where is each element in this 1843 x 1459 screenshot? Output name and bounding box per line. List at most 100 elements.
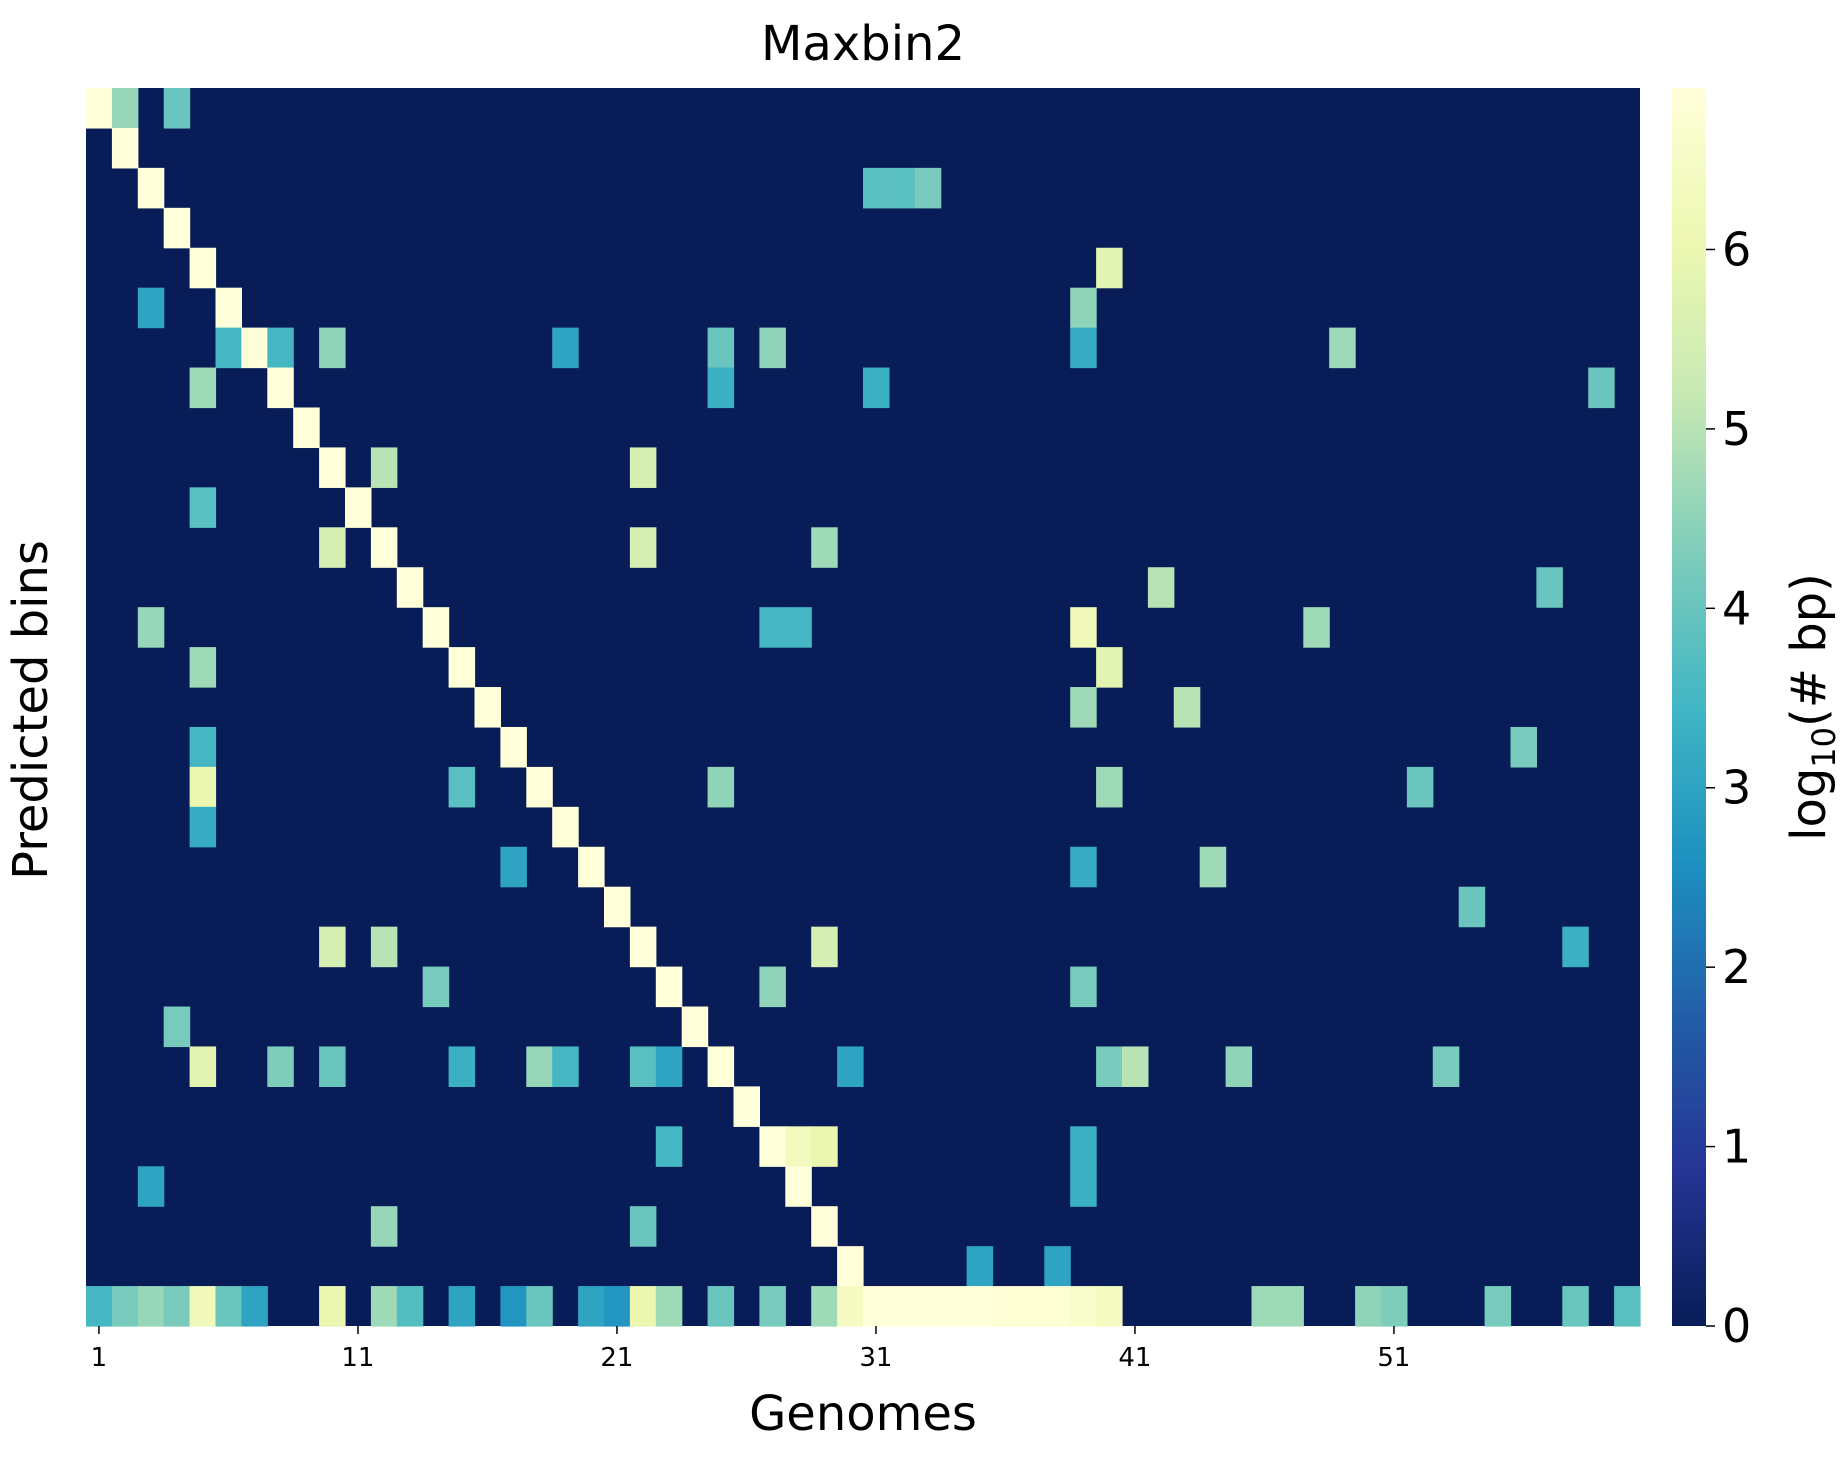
heatmap-cell [500,726,527,768]
heatmap-cell [396,567,424,608]
heatmap-cell [707,367,735,409]
heatmap-cell [1277,1286,1304,1327]
heatmap-cell [785,1126,812,1167]
heatmap-cell [1122,1046,1149,1087]
heatmap-cell [863,367,890,409]
heatmap-cell [422,966,450,1008]
heatmap-cell [1070,327,1097,369]
heatmap-cell [189,487,217,528]
heatmap-cell [370,1206,398,1247]
heatmap-cell [1562,926,1589,968]
heatmap-cell [552,1046,579,1087]
heatmap-cell [785,1166,812,1207]
heatmap-cell [940,1286,968,1327]
heatmap-cell [137,1286,165,1327]
heatmap-cell [137,607,165,648]
heatmap-cell [1018,1286,1045,1327]
heatmap-cell [137,1166,165,1207]
heatmap-cell [1070,687,1097,728]
colorbar-ticks: 0 1 2 3 4 5 6 [1706,222,1751,1353]
heatmap-cell [370,1286,398,1327]
heatmap-cell [655,1286,683,1327]
heatmap-cell [215,287,242,329]
heatmap-cell [1096,1286,1123,1327]
heatmap-cell [1096,247,1123,289]
colorbar-tick-label: 2 [1722,940,1751,994]
heatmap-cell [604,886,631,928]
heatmap-cell [1070,287,1097,329]
heatmap-cell [1251,1286,1278,1327]
colorbar-tick-label: 5 [1722,402,1751,456]
heatmap-cell [914,167,942,209]
heatmap-cell [1096,766,1123,808]
heatmap-cell [681,1006,709,1048]
heatmap-cell [267,367,294,409]
heatmap-cell [163,1286,191,1327]
y-axis-label: Predicted bins [3,540,59,880]
heatmap-grid [86,88,1641,1327]
colorbar-label-prefix: log [1781,768,1837,841]
heatmap-cell [552,327,579,369]
heatmap-cell [863,167,890,209]
heatmap-cell [707,766,735,808]
x-tick-label: 31 [859,1343,892,1373]
heatmap-cell [1588,367,1615,409]
heatmap-cell [448,647,476,688]
heatmap-cell [655,1046,683,1087]
heatmap-cell [655,966,683,1008]
heatmap-cell [163,1006,191,1048]
colorbar-tick-label: 1 [1722,1120,1751,1174]
x-tick-label: 51 [1377,1343,1410,1373]
heatmap-cell [1096,1046,1123,1087]
heatmap-cell [319,926,346,968]
heatmap-cell [1070,1286,1097,1327]
heatmap-cell [629,1206,657,1247]
heatmap-cell [759,327,786,369]
heatmap-cell [811,1286,838,1327]
heatmap-cell [422,607,450,648]
heatmap-cell [370,926,398,968]
heatmap-cell [914,1286,942,1327]
heatmap-cell [811,926,838,968]
heatmap-cell [1406,766,1434,808]
heatmap-cell [552,806,579,848]
heatmap-cell [1614,1286,1641,1327]
heatmap-cell [189,1286,217,1327]
heatmap-cell [966,1286,994,1327]
colorbar-tick-label: 4 [1722,581,1751,635]
heatmap-cell [319,447,346,488]
x-tick-label: 1 [91,1343,108,1373]
heatmap-cell [1329,327,1356,369]
heatmap-cell [189,806,217,848]
colorbar [1672,88,1706,1326]
heatmap-cell [448,766,476,808]
heatmap-cell [448,1286,476,1327]
x-tick-label: 41 [1118,1343,1151,1373]
heatmap-cell [345,487,372,528]
heatmap-cell [629,926,657,968]
heatmap-cell [604,1286,631,1327]
colorbar-tick-label: 3 [1722,761,1751,815]
heatmap-cell [319,1046,346,1087]
heatmap-cell [293,407,320,449]
heatmap-cell [111,1286,139,1327]
heatmap-cell [396,1286,424,1327]
heatmap-cell [137,287,165,329]
heatmap-cell [137,167,165,209]
heatmap-cell [888,1286,916,1327]
heatmap-cell [526,766,553,808]
heatmap-cell [1199,846,1227,888]
heatmap-cell [888,167,916,209]
heatmap-cell [1432,1046,1460,1087]
heatmap-cell [526,1286,553,1327]
heatmap-cell [578,1286,605,1327]
heatmap-cell [863,1286,890,1327]
heatmap-cell [1355,1286,1382,1327]
heatmap-cell [1070,607,1097,648]
heatmap-cell [1070,846,1097,888]
heatmap-cell [189,1046,217,1087]
heatmap-cell [267,1046,294,1087]
heatmap-cell [1044,1246,1071,1287]
colorbar-tick-label: 6 [1722,222,1751,276]
x-axis-label: Genomes [749,1386,977,1442]
